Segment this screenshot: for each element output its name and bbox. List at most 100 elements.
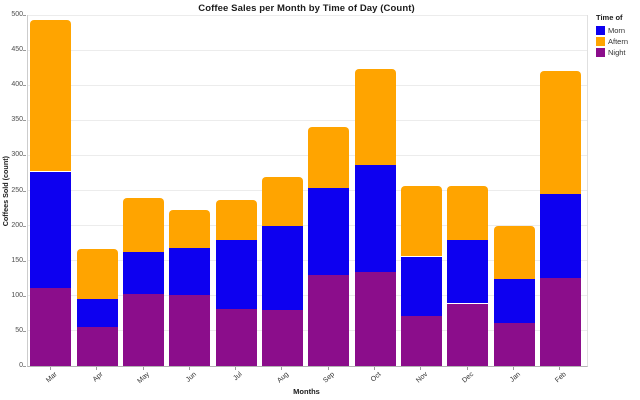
bar-segment-oct-aftern[interactable] [354,69,396,165]
bar-segment-mar-aftern[interactable] [30,19,72,172]
y-tick-mark [23,15,26,16]
y-tick-mark [23,50,26,52]
bar-segment-jul-aftern[interactable] [215,200,257,241]
bar-segment-nov-morn[interactable] [400,256,442,316]
bar-segment-jul-morn[interactable] [215,240,257,310]
bar-segment-may-morn[interactable] [123,252,164,295]
x-tick-mark [327,367,329,370]
y-tick-label: 350 [11,116,23,124]
y-tick-label: 300 [11,151,23,159]
bar-segment-dec-aftern[interactable] [447,185,489,240]
plot-area [27,14,588,367]
y-tick-mark [23,330,26,332]
bar-segment-aug-morn[interactable] [261,225,303,310]
y-tick-label: 450 [11,46,23,54]
x-tick-label: Oct [370,371,383,384]
bar-segment-jul-night[interactable] [215,309,257,366]
bar-segment-apr-night[interactable] [76,327,118,366]
bar-segment-mar-morn[interactable] [30,171,72,288]
y-tick-mark [23,120,26,122]
bar-segment-jan-night[interactable] [493,322,535,366]
x-tick-mark [142,367,144,370]
x-tick-mark [374,367,376,370]
bar-segment-may-night[interactable] [123,294,164,366]
bar-segment-sep-night[interactable] [308,274,350,366]
legend-swatch [596,37,605,46]
legend-item-label: Night [608,48,626,57]
y-tick-mark [23,155,26,157]
y-tick-label: 500 [11,11,23,18]
x-tick-mark [49,367,51,370]
bar-segment-feb-night[interactable] [539,277,581,366]
gridline [28,84,587,86]
bar-segment-nov-night[interactable] [400,315,442,366]
y-tick-mark [23,225,26,227]
legend-item-label: Morn [608,26,626,35]
y-tick-label: 200 [11,221,23,229]
bar-segment-feb-morn[interactable] [539,194,581,278]
y-tick-label: 0 [19,362,23,369]
bar-segment-apr-morn[interactable] [76,299,118,328]
bar-segment-aug-night[interactable] [261,309,303,366]
gridline [28,14,587,16]
bar-segment-jun-aftern[interactable] [169,210,211,249]
x-tick-label: Aug [276,371,291,385]
gridline [28,49,587,51]
y-tick-label: 400 [11,81,23,89]
gridline [28,295,587,297]
chart-title: Coffee Sales per Month by Time of Day (C… [198,3,415,14]
bar-segment-mar-night[interactable] [30,288,72,366]
x-tick-label: Apr [92,371,105,384]
bar-segment-jun-night[interactable] [169,295,211,366]
y-tick-label: 100 [11,291,23,299]
x-tick-mark [559,367,561,370]
legend-swatch [596,48,605,57]
x-tick-label: Dec [461,371,476,385]
legend-title: Time of [596,13,623,22]
bar-segment-nov-aftern[interactable] [400,185,442,257]
x-tick-label: Jul [232,371,244,383]
gridline [28,154,587,156]
y-tick-mark [23,295,26,297]
bar-segment-feb-aftern[interactable] [539,71,581,194]
gridline [28,260,587,262]
legend-items: Morn Aftern Night [596,26,640,57]
y-tick-mark [23,260,26,262]
x-tick-label: Feb [554,371,569,385]
bar-segment-oct-morn[interactable] [354,164,396,272]
gridline [28,330,587,332]
bar-segment-jan-morn[interactable] [493,279,535,323]
x-tick-label: Jun [184,371,198,384]
legend-item-night[interactable]: Night [596,48,640,57]
bar-segment-aug-aftern[interactable] [261,176,303,226]
legend-item-aftern[interactable]: Aftern [596,37,640,46]
y-tick-label: 150 [11,256,23,264]
x-tick-label: Jan [508,371,522,384]
x-tick-mark [235,367,237,370]
x-tick-label: Sep [322,371,337,385]
x-tick-mark [96,367,98,370]
bar-segment-sep-morn[interactable] [308,188,350,275]
x-tick-mark [420,367,422,370]
bar-segment-jan-aftern[interactable] [493,226,535,279]
x-tick-mark [513,367,515,370]
x-tick-mark [466,367,468,370]
bar-segment-may-aftern[interactable] [123,197,164,253]
y-tick-label: 50 [15,326,23,334]
bar-segment-oct-night[interactable] [354,271,396,366]
legend-item-label: Aftern [608,37,629,46]
legend-swatch [596,26,605,35]
x-tick-mark [188,367,190,370]
bar-segment-sep-aftern[interactable] [308,126,350,189]
legend-item-morn[interactable]: Morn [596,26,640,35]
bar-segment-dec-night[interactable] [447,303,489,366]
bar-segment-dec-morn[interactable] [447,239,489,304]
gridline [28,119,587,121]
gridline [28,225,587,227]
gridline [28,190,587,191]
x-axis-title: Months [293,387,320,396]
bar-segment-jun-morn[interactable] [169,248,211,296]
bar-segment-apr-aftern[interactable] [76,248,118,300]
legend: Time of Morn Aftern Night [596,13,640,59]
